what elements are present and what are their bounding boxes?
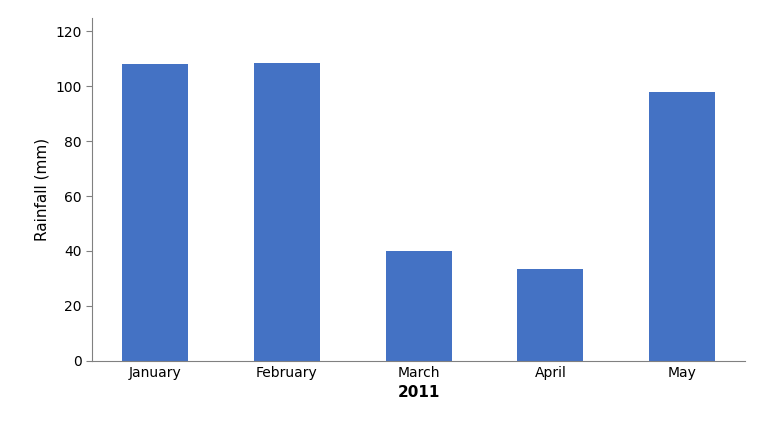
Bar [518,269,584,361]
X-axis label: 2011: 2011 [397,385,440,400]
Y-axis label: Rainfall (mm): Rainfall (mm) [35,138,50,241]
Bar [253,63,319,361]
Bar [650,92,715,361]
Bar [122,64,187,361]
Bar [386,251,452,361]
